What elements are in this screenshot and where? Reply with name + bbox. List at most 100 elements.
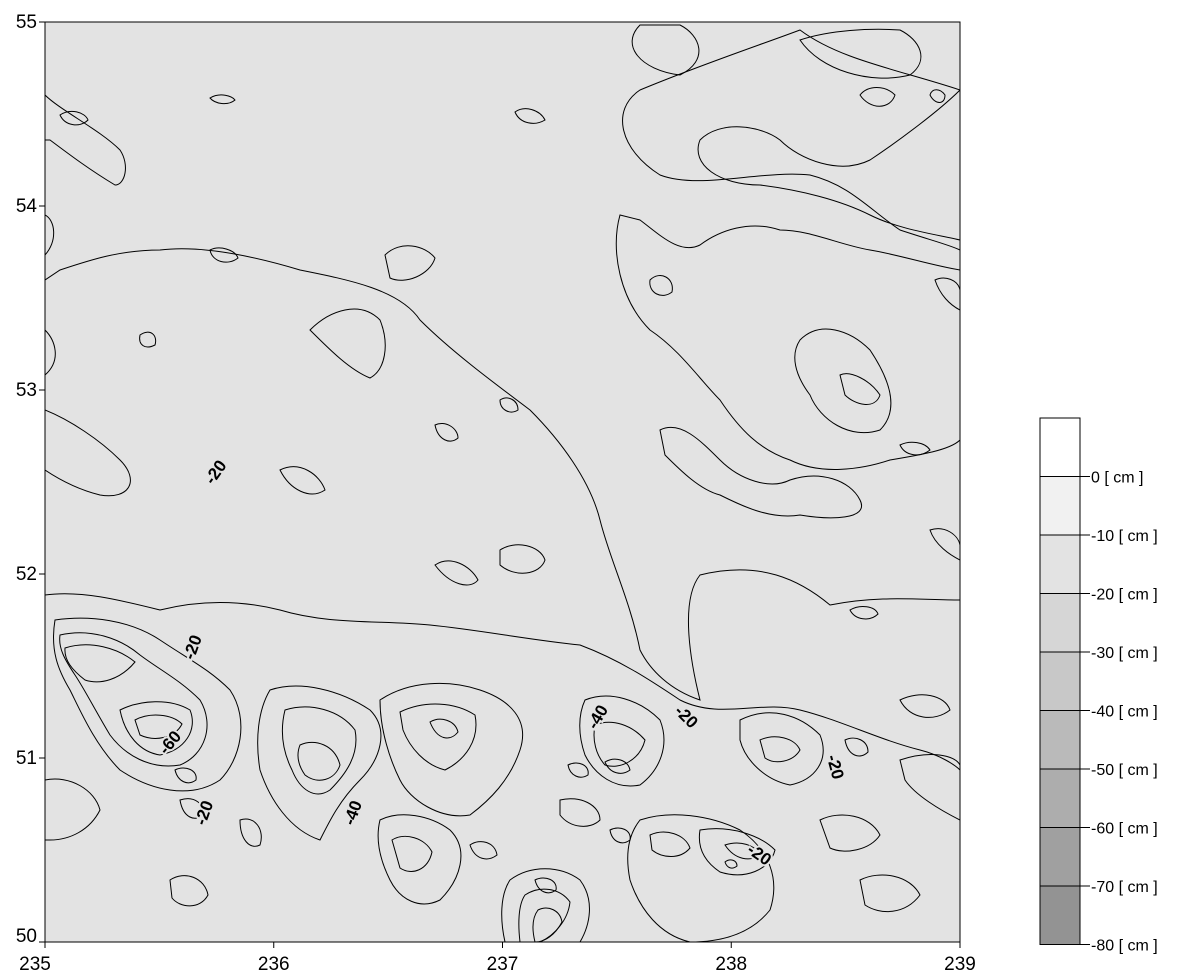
contour-region <box>469 841 498 860</box>
contour-region <box>567 762 589 778</box>
contour-region <box>849 606 879 620</box>
contour-region <box>45 409 131 497</box>
contour-region <box>697 89 960 241</box>
legend-label: -80 [ cm ] <box>1091 938 1158 955</box>
contour-region <box>174 767 197 784</box>
contour-region <box>604 758 631 774</box>
contour-region <box>929 89 946 103</box>
contour-region <box>501 868 590 942</box>
contour-region <box>59 632 208 767</box>
contour-region <box>239 818 262 847</box>
plot-area <box>45 22 960 942</box>
legend-swatch <box>1039 593 1081 653</box>
legend-label: -30 [ cm ] <box>1091 645 1158 662</box>
contour-region <box>819 814 881 852</box>
contour-region <box>649 275 673 296</box>
x-tick-label: 235 <box>19 954 51 975</box>
contour-region <box>45 593 960 942</box>
contour-region <box>45 94 126 186</box>
contour-region <box>59 110 89 126</box>
contour-region <box>724 842 761 860</box>
x-axis: 235 236 237 238 239 <box>19 942 976 975</box>
contour-region <box>134 714 183 739</box>
contour-region <box>279 466 326 495</box>
contour-region <box>929 528 960 561</box>
contour-region <box>52 617 242 792</box>
contour-region <box>631 24 700 76</box>
y-tick-label: 52 <box>16 564 37 585</box>
contour-region <box>934 277 960 311</box>
legend-label: -20 [ cm ] <box>1091 587 1158 604</box>
legend-swatch <box>1039 885 1081 945</box>
plot-background <box>45 22 960 942</box>
contour-region <box>499 397 519 413</box>
legend-swatch <box>1039 476 1081 536</box>
x-tick-label: 237 <box>487 954 519 975</box>
contour-region <box>514 108 546 124</box>
x-tick-label: 239 <box>944 954 976 975</box>
y-tick-label: 55 <box>16 12 37 33</box>
contour-region <box>859 87 896 107</box>
contour-region <box>209 247 239 263</box>
contour-region <box>119 701 193 756</box>
contour-region <box>64 644 136 683</box>
contour-region <box>659 426 863 519</box>
contour-region <box>379 683 524 817</box>
legend: 0 [ cm ] -10 [ cm ] -20 [ cm ] -30 [ cm ] -4… <box>1039 417 1158 955</box>
contour-region <box>534 877 557 894</box>
contour-region <box>281 706 357 795</box>
contour-region <box>499 544 546 574</box>
legend-swatch <box>1039 651 1081 711</box>
contour-region <box>45 778 101 841</box>
contour-region <box>839 373 881 405</box>
contour-region <box>309 308 386 379</box>
legend-label: -50 [ cm ] <box>1091 762 1158 779</box>
contour-region <box>844 737 869 757</box>
contour-region <box>45 22 960 701</box>
legend-label: -10 [ cm ] <box>1091 528 1158 545</box>
legend-label: -60 [ cm ] <box>1091 821 1158 838</box>
x-tick-label: 238 <box>715 954 747 975</box>
contour-region <box>739 712 824 786</box>
contour-region <box>384 245 436 281</box>
contour-region <box>649 831 691 857</box>
contour-region <box>698 828 776 876</box>
y-axis: 50 51 52 53 54 55 <box>16 12 45 947</box>
legend-swatch <box>1039 827 1081 887</box>
x-tick-label: 236 <box>258 954 290 975</box>
contour-region <box>794 328 892 434</box>
contour-region <box>899 441 931 456</box>
contour-region <box>297 741 341 781</box>
contour-region <box>377 814 462 905</box>
contour-region <box>593 721 646 767</box>
contour-region <box>179 798 204 819</box>
contour-region <box>899 694 951 718</box>
contour-region <box>257 685 382 841</box>
legend-swatch <box>1039 534 1081 594</box>
legend-label: -40 [ cm ] <box>1091 704 1158 721</box>
contour-region <box>429 718 459 739</box>
contour-region <box>169 875 209 907</box>
legend-label: 0 [ cm ] <box>1091 470 1143 487</box>
contour-region <box>859 874 921 913</box>
contour-region <box>579 695 665 787</box>
legend-swatch <box>1039 417 1081 477</box>
y-tick-label: 53 <box>16 380 37 401</box>
contour-region <box>139 331 157 348</box>
y-tick-label: 50 <box>16 926 37 947</box>
contour-region <box>799 28 922 79</box>
contour-region <box>609 827 631 844</box>
legend-swatch <box>1039 768 1081 828</box>
legend-swatch <box>1039 710 1081 770</box>
contour-region <box>209 94 236 105</box>
contour-region <box>434 423 459 442</box>
contour-region <box>532 907 563 942</box>
contour-region <box>724 859 738 869</box>
contour-region <box>434 560 479 586</box>
y-tick-label: 54 <box>16 196 38 217</box>
contour-region <box>899 754 960 821</box>
y-tick-label: 51 <box>16 748 37 769</box>
contour-region <box>627 814 775 942</box>
contour-region <box>399 703 477 771</box>
